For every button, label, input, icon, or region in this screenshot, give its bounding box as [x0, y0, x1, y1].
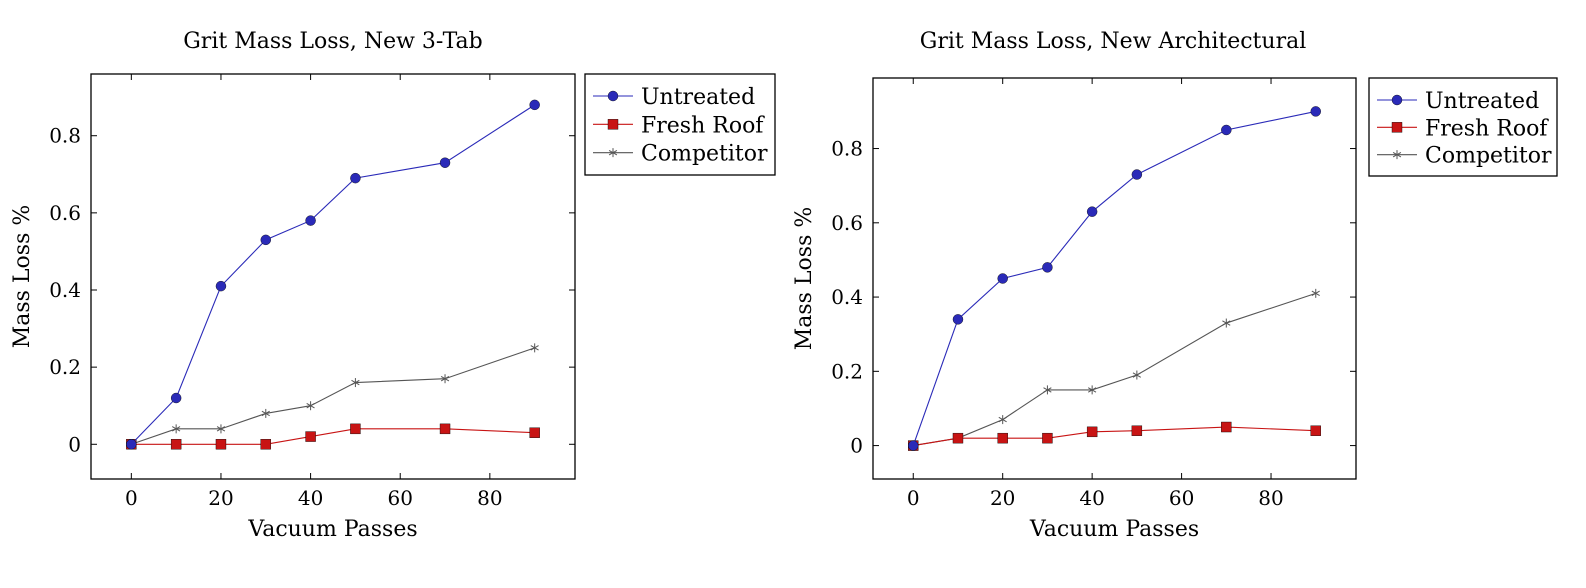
- plot-frame: [872, 77, 1357, 480]
- y-tick-label: 0.6: [49, 201, 81, 225]
- data-point-competitor: [216, 424, 226, 434]
- data-point-untreated: [305, 215, 316, 226]
- data-point-fresh-roof: [305, 431, 316, 442]
- legend-marker-fresh-roof: [1391, 122, 1403, 133]
- y-tick-label: 0.6: [831, 211, 863, 235]
- data-point-untreated: [350, 172, 361, 184]
- legend-marker-untreated: [1391, 94, 1403, 106]
- data-point-fresh-roof: [350, 423, 361, 435]
- data-point-untreated: [529, 99, 540, 111]
- data-point-untreated: [260, 234, 271, 246]
- x-tick-label: 80: [477, 486, 502, 510]
- data-point-untreated: [1086, 206, 1098, 217]
- x-tick-label: 40: [298, 486, 323, 510]
- series-line-competitor: [913, 292, 1316, 447]
- series-line-untreated: [912, 110, 1316, 446]
- data-point-untreated: [1131, 169, 1143, 180]
- data-point-untreated: [170, 392, 182, 404]
- y-axis-label: Mass Loss %: [792, 207, 817, 351]
- data-point-competitor: [1132, 370, 1142, 380]
- series-line-competitor: [131, 347, 535, 445]
- x-tick-label: 60: [387, 486, 412, 510]
- chart-title: Grit Mass Loss, New 3-Tab: [183, 29, 483, 54]
- y-tick-label: 0.4: [49, 278, 81, 302]
- series-line-fresh-roof: [131, 428, 535, 445]
- x-tick-label: 0: [125, 486, 138, 510]
- data-point-fresh-roof: [529, 427, 540, 438]
- y-tick-label: 0.2: [831, 359, 863, 383]
- data-point-competitor: [261, 408, 270, 418]
- x-tick-label: 80: [1258, 486, 1283, 510]
- x-tick-label: 60: [1169, 486, 1194, 510]
- legend-label-competitor: Competitor: [641, 142, 768, 167]
- data-point-competitor: [172, 424, 181, 434]
- x-tick-label: 20: [208, 486, 233, 510]
- data-point-untreated: [1042, 262, 1053, 273]
- chart-panel-1: Grit Mass Loss, New 3-Tab 0 20 40 60 80 0 0.2 0.…: [10, 29, 776, 542]
- data-point-fresh-roof: [260, 439, 271, 450]
- data-point-fresh-roof: [997, 432, 1008, 444]
- legend-label-fresh-roof: Fresh Roof: [641, 113, 765, 138]
- plot-frame: [90, 73, 576, 480]
- data-point-fresh-roof: [170, 439, 182, 450]
- chart-panel-2: Grit Mass Loss, New Architectural 0 20 40 60…: [792, 29, 1558, 542]
- legend-marker-competitor: [608, 148, 618, 158]
- legend-label-untreated: Untreated: [641, 85, 755, 110]
- legend-marker-fresh-roof: [607, 119, 619, 130]
- data-point-competitor: [306, 401, 315, 411]
- legend-label-untreated: Untreated: [1425, 89, 1539, 114]
- data-point-untreated: [215, 280, 227, 292]
- data-point-untreated: [952, 314, 964, 325]
- legend-label-fresh-roof: Fresh Roof: [1425, 116, 1549, 141]
- data-point-competitor: [530, 343, 539, 353]
- data-point-fresh-roof: [215, 439, 227, 450]
- legend-label-competitor: Competitor: [1425, 144, 1552, 169]
- data-point-untreated: [126, 439, 137, 450]
- data-point-untreated: [997, 273, 1008, 284]
- data-point-competitor: [1087, 385, 1097, 395]
- data-point-fresh-roof: [1086, 426, 1098, 438]
- data-point-fresh-roof: [952, 432, 964, 444]
- data-point-competitor: [998, 415, 1007, 425]
- y-tick-label: 0.8: [831, 137, 863, 161]
- data-point-fresh-roof: [1221, 421, 1232, 433]
- y-tick-label: 0: [68, 432, 81, 456]
- data-point-fresh-roof: [1042, 432, 1053, 444]
- y-tick-label: 0: [850, 434, 863, 458]
- data-point-untreated: [1310, 106, 1321, 117]
- data-point-fresh-roof: [1131, 425, 1143, 436]
- legend-marker-competitor: [1392, 150, 1402, 160]
- data-point-competitor: [1311, 288, 1320, 298]
- data-point-fresh-roof: [1310, 425, 1321, 436]
- y-tick-label: 0.4: [831, 285, 863, 309]
- series-line-fresh-roof: [913, 426, 1316, 447]
- series-line-untreated: [130, 104, 535, 445]
- data-point-competitor: [440, 374, 450, 384]
- legend: Untreated Fresh Roof Competitor: [584, 73, 776, 176]
- chart-title: Grit Mass Loss, New Architectural: [920, 29, 1306, 54]
- y-axis-label: Mass Loss %: [10, 205, 35, 349]
- y-tick-label: 0.8: [49, 124, 81, 148]
- data-point-competitor: [351, 378, 360, 388]
- data-point-competitor: [1043, 385, 1052, 395]
- x-tick-label: 40: [1079, 486, 1104, 510]
- data-point-competitor: [1222, 318, 1231, 328]
- x-tick-label: 20: [990, 486, 1015, 510]
- x-tick-label: 0: [907, 486, 920, 510]
- x-axis-label: Vacuum Passes: [1029, 517, 1199, 542]
- legend-marker-untreated: [607, 90, 619, 102]
- data-point-fresh-roof: [439, 423, 451, 435]
- data-point-untreated: [1221, 124, 1232, 136]
- data-point-untreated: [439, 157, 451, 168]
- y-tick-label: 0.2: [49, 355, 81, 379]
- x-axis-label: Vacuum Passes: [247, 517, 417, 542]
- data-point-untreated: [908, 440, 919, 451]
